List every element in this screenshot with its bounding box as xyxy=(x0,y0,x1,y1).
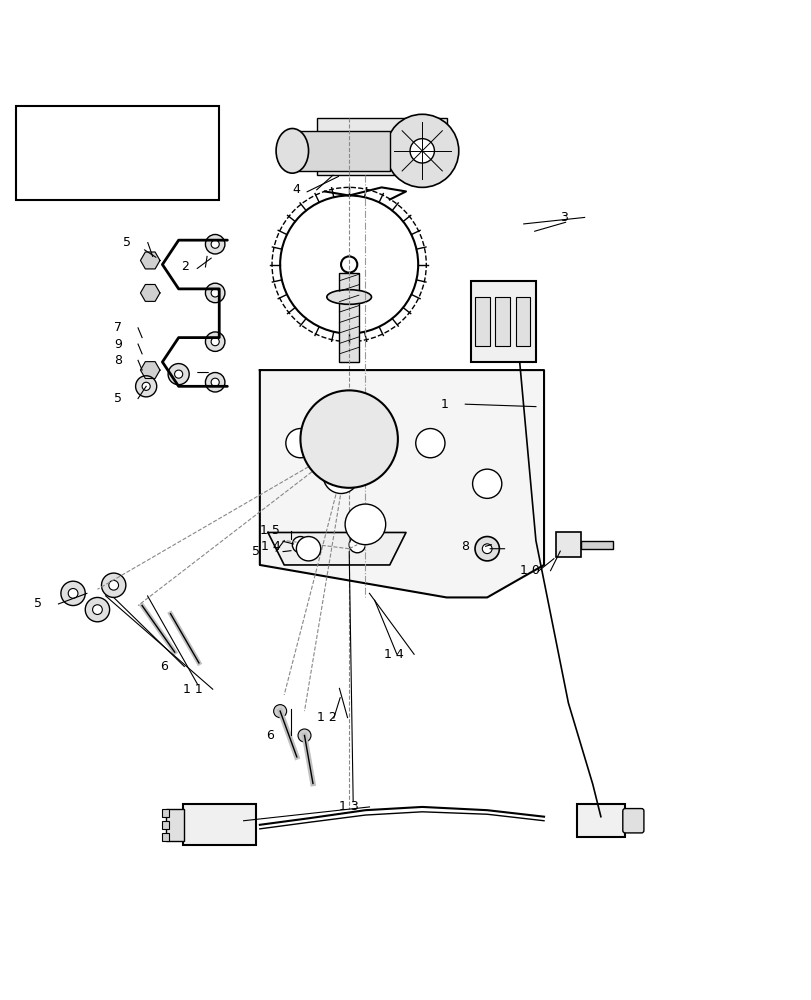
Circle shape xyxy=(211,378,219,386)
Circle shape xyxy=(273,705,286,718)
Text: 5: 5 xyxy=(123,236,131,249)
Text: 1 4: 1 4 xyxy=(260,540,280,553)
Circle shape xyxy=(68,589,78,598)
Text: 5: 5 xyxy=(114,392,122,405)
Circle shape xyxy=(472,469,501,498)
Bar xyxy=(16,106,219,200)
Circle shape xyxy=(296,537,320,561)
Text: 8: 8 xyxy=(114,354,122,367)
Text: 1 3: 1 3 xyxy=(339,800,358,813)
Text: 3: 3 xyxy=(560,211,568,224)
Circle shape xyxy=(345,504,385,545)
Text: 1 0: 1 0 xyxy=(520,564,539,577)
Text: 6: 6 xyxy=(266,729,274,742)
Polygon shape xyxy=(140,362,160,379)
Circle shape xyxy=(85,597,109,622)
Polygon shape xyxy=(140,252,160,269)
Ellipse shape xyxy=(276,129,308,173)
Circle shape xyxy=(174,370,182,378)
Circle shape xyxy=(142,382,150,390)
Circle shape xyxy=(211,240,219,248)
Circle shape xyxy=(101,573,126,597)
Bar xyxy=(162,821,169,829)
Text: 6: 6 xyxy=(160,660,168,673)
Circle shape xyxy=(61,581,85,606)
Bar xyxy=(162,809,169,817)
Circle shape xyxy=(285,429,315,458)
Bar xyxy=(292,131,389,171)
Text: 2: 2 xyxy=(181,260,189,273)
Circle shape xyxy=(280,196,418,334)
Circle shape xyxy=(109,580,118,590)
Circle shape xyxy=(135,376,157,397)
Polygon shape xyxy=(140,285,160,301)
Bar xyxy=(470,281,535,362)
Circle shape xyxy=(482,544,491,554)
Circle shape xyxy=(415,429,444,458)
Bar xyxy=(182,804,255,845)
Text: 8: 8 xyxy=(461,540,469,553)
Circle shape xyxy=(205,283,225,303)
Polygon shape xyxy=(260,370,543,597)
Text: 5: 5 xyxy=(34,597,42,610)
Circle shape xyxy=(292,537,308,553)
Text: 5: 5 xyxy=(251,545,260,558)
Bar xyxy=(339,273,358,362)
Text: 1 2: 1 2 xyxy=(317,711,337,724)
FancyBboxPatch shape xyxy=(622,809,643,833)
Bar xyxy=(515,297,530,346)
Text: 1 4: 1 4 xyxy=(384,648,403,661)
Text: 1 1: 1 1 xyxy=(182,683,202,696)
Bar xyxy=(166,809,184,841)
Circle shape xyxy=(300,390,397,488)
Bar xyxy=(580,541,612,549)
Text: 1: 1 xyxy=(440,398,448,411)
Text: 7: 7 xyxy=(114,321,122,334)
Text: 9: 9 xyxy=(114,338,122,351)
Bar xyxy=(162,833,169,841)
Bar xyxy=(495,297,509,346)
Polygon shape xyxy=(268,532,406,565)
Circle shape xyxy=(205,373,225,392)
Circle shape xyxy=(211,289,219,297)
Circle shape xyxy=(211,338,219,346)
Circle shape xyxy=(341,256,357,273)
Circle shape xyxy=(410,139,434,163)
Text: 1 5: 1 5 xyxy=(260,524,280,537)
Circle shape xyxy=(385,114,458,187)
Text: 4: 4 xyxy=(292,183,300,196)
Circle shape xyxy=(349,537,365,553)
Ellipse shape xyxy=(316,131,381,163)
Circle shape xyxy=(92,605,102,614)
Circle shape xyxy=(205,234,225,254)
Circle shape xyxy=(298,729,311,742)
Bar xyxy=(474,297,489,346)
Ellipse shape xyxy=(326,290,371,304)
Circle shape xyxy=(474,537,499,561)
Bar xyxy=(556,532,580,557)
Circle shape xyxy=(323,458,358,494)
Circle shape xyxy=(168,364,189,385)
Bar xyxy=(316,118,446,175)
Bar xyxy=(576,804,624,837)
Circle shape xyxy=(205,332,225,351)
